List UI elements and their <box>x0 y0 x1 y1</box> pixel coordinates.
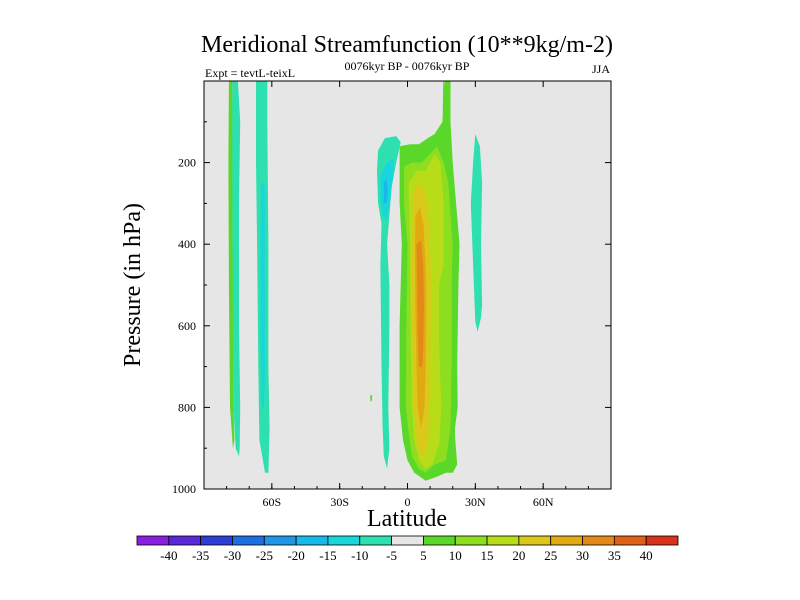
colorbar-label: -35 <box>192 548 209 563</box>
colorbar-swatch <box>391 535 424 546</box>
colorbar-swatch <box>518 535 552 546</box>
colorbar-label: -25 <box>256 548 273 563</box>
y-tick-label: 200 <box>178 156 196 170</box>
colorbar-label: 20 <box>512 548 525 563</box>
x-tick-label: 30S <box>330 495 349 509</box>
colorbar-label: -10 <box>351 548 368 563</box>
y-axis-label: Pressure (in hPa) <box>120 203 146 367</box>
colorbar-swatch <box>486 535 520 546</box>
colorbar-label: 30 <box>576 548 589 563</box>
x-tick-label: 0 <box>405 495 411 509</box>
chart-title: Meridional Streamfunction (10**9kg/m-2) <box>201 32 613 58</box>
season-label: JJA <box>592 62 610 76</box>
colorbar-swatch <box>645 535 679 546</box>
colorbar-label: 15 <box>481 548 494 563</box>
colorbar-swatch <box>200 535 233 546</box>
colorbar-swatch <box>232 535 265 546</box>
x-axis-label: Latitude <box>367 506 447 532</box>
colorbar-swatch <box>168 535 202 546</box>
colorbar: -40 -35 -30 -25 -20 -15 -10 -5 5 10 15 20 25 30 35 40 <box>136 535 679 563</box>
y-tick-label: 400 <box>178 237 196 251</box>
y-tick-label: 600 <box>178 319 196 333</box>
contour-pos5-strip-16N <box>442 81 445 130</box>
colorbar-swatch <box>359 535 392 546</box>
period-label: 0076kyr BP - 0076kyr BP <box>345 59 470 73</box>
colorbar-swatch <box>295 535 329 546</box>
colorbar-label: 10 <box>449 548 462 563</box>
contour-pos30-main-cell <box>416 240 424 367</box>
colorbar-label: 35 <box>608 548 621 563</box>
colorbar-label: 25 <box>544 548 557 563</box>
x-tick-label: 30N <box>465 495 486 509</box>
colorbar-label: -20 <box>287 548 304 563</box>
colorbar-swatch <box>454 535 488 546</box>
colorbar-label: -15 <box>319 548 336 563</box>
experiment-label: Expt = tevtL-teixL <box>205 66 295 80</box>
colorbar-label: 40 <box>640 548 653 563</box>
y-tick-label: 800 <box>178 400 196 414</box>
colorbar-swatch <box>136 535 170 546</box>
x-axis-ticks: 60S 30S 0 30N 60N <box>226 81 589 509</box>
colorbar-swatch <box>327 535 361 546</box>
colorbar-label: 5 <box>420 548 427 563</box>
contour-pos5-speck <box>370 395 373 402</box>
contour-neg5-band-72S <box>231 81 241 457</box>
x-tick-label: 60S <box>262 495 281 509</box>
y-tick-label: 1000 <box>172 482 196 496</box>
contour-pos5-band-78S <box>228 81 235 449</box>
contour-neg5-south-cell <box>377 136 401 469</box>
colorbar-swatch <box>582 535 615 546</box>
y-axis-ticks: 200 400 600 800 1000 <box>172 121 611 496</box>
colorbar-swatch <box>613 535 647 546</box>
colorbar-swatch <box>550 535 583 546</box>
x-tick-label: 60N <box>533 495 554 509</box>
colorbar-label: -30 <box>224 548 241 563</box>
colorbar-swatch <box>263 535 297 546</box>
colorbar-label: -40 <box>160 548 177 563</box>
contour-neg5-30N <box>470 134 483 332</box>
contour-neg10-core-64S <box>260 183 266 408</box>
colorbar-swatch <box>423 535 456 546</box>
contour-layer <box>228 81 483 481</box>
contour-neg15-south-cell <box>383 178 388 204</box>
colorbar-label: -5 <box>386 548 397 563</box>
